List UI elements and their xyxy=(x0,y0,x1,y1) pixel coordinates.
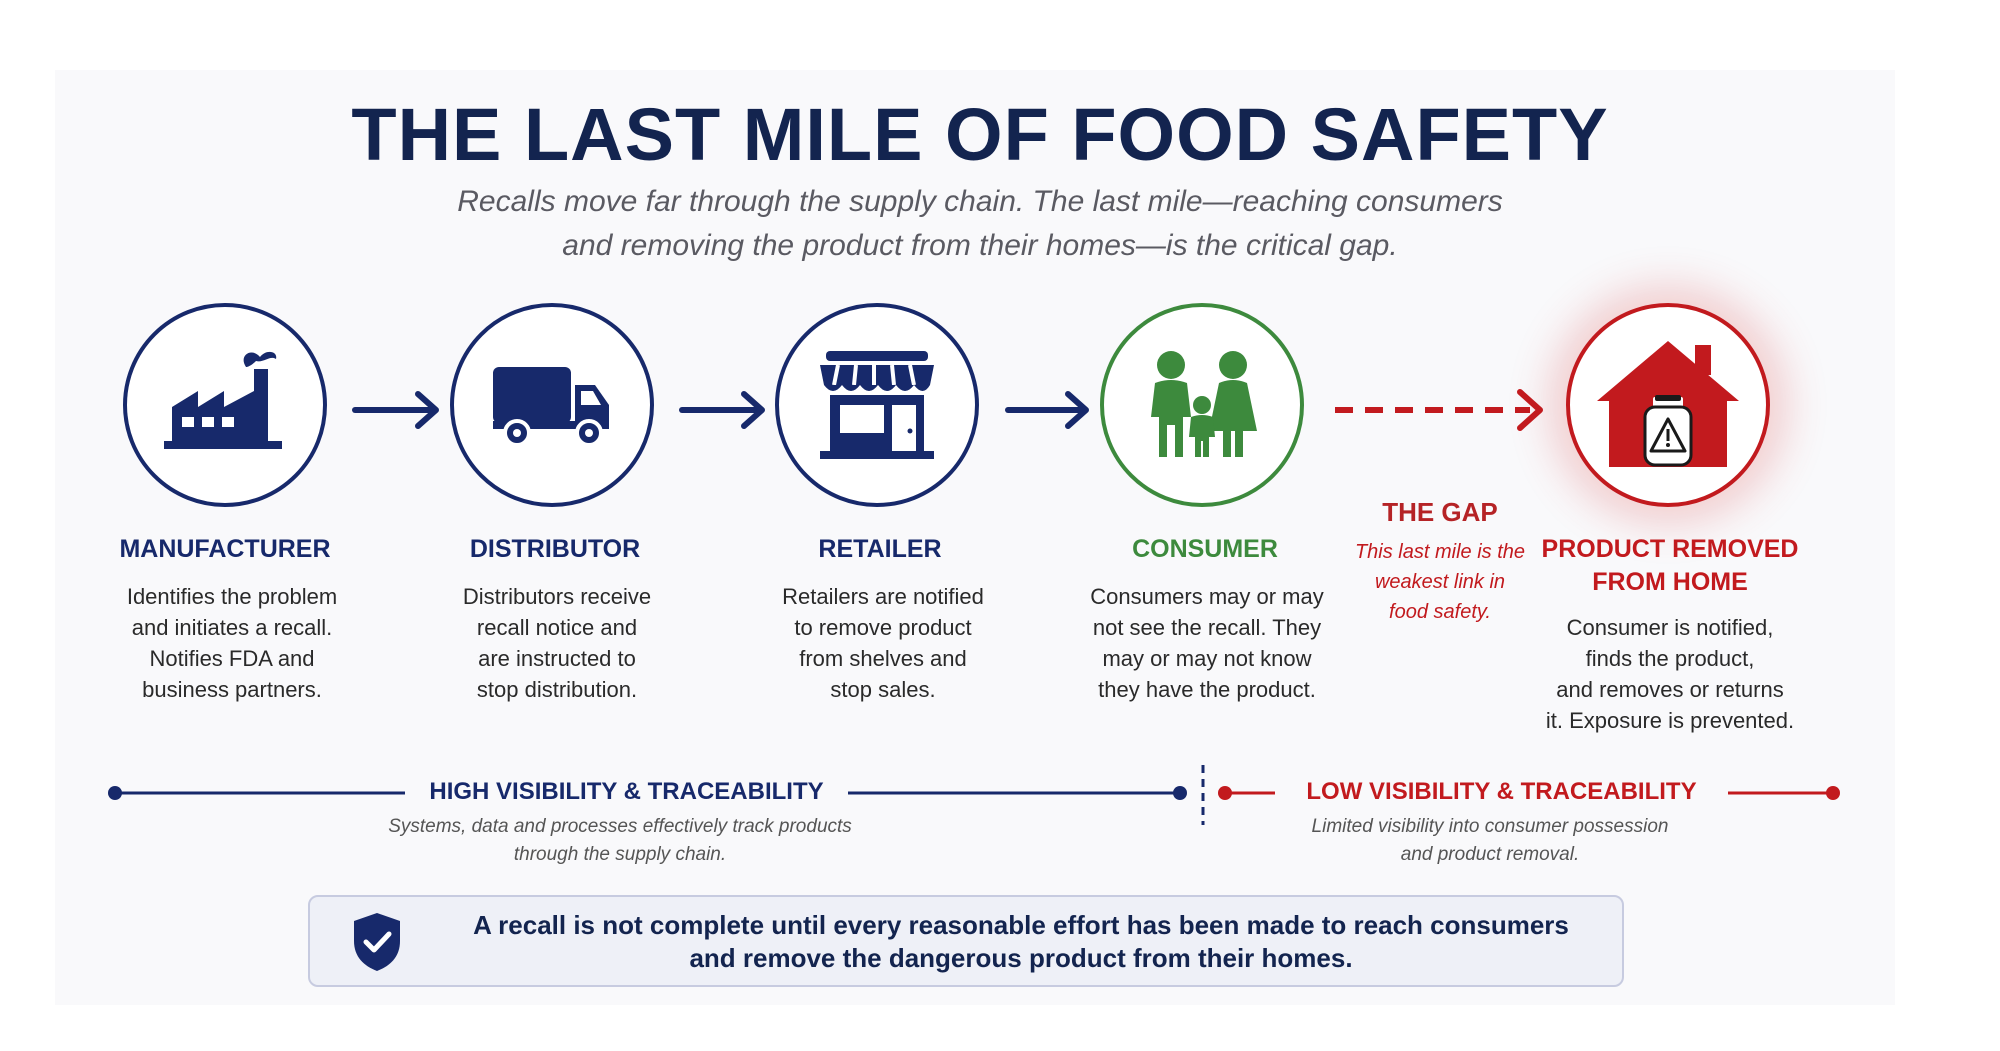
arrow-gap-dashed xyxy=(1335,389,1543,431)
band-desc-line: Limited visibility into consumer possess… xyxy=(1311,816,1669,837)
desc-line: it. Exposure is prevented. xyxy=(1545,708,1795,733)
subtitle-line: and removing the product from their home… xyxy=(562,229,1398,262)
desc-line: they have the product. xyxy=(1098,677,1316,702)
low-visibility-label: LOW VISIBILITY & TRACEABILITY xyxy=(1275,778,1728,806)
gap-line: This last mile is the xyxy=(1354,541,1526,563)
house-warning-icon xyxy=(1597,341,1739,467)
desc-line: Consumers may or may xyxy=(1090,584,1324,609)
desc-line: Distributors receive xyxy=(462,584,652,609)
desc-line: Consumer is notified, xyxy=(1566,615,1774,640)
step-title-product-removed: PRODUCT REMOVED FROM HOME xyxy=(1520,533,1820,599)
low-visibility-description: Limited visibility into consumer possess… xyxy=(1200,813,1780,869)
distributor-circle xyxy=(450,303,654,507)
desc-line: are instructed to xyxy=(478,646,636,671)
arrow-distributor-retailer xyxy=(679,391,765,429)
desc-line: Identifies the problem xyxy=(126,584,338,609)
step-desc-product-removed: Consumer is notified, finds the product,… xyxy=(1520,612,1820,736)
step-desc-distributor: Distributors receive recall notice and a… xyxy=(407,581,707,705)
high-visibility-label: HIGH VISIBILITY & TRACEABILITY xyxy=(405,778,848,806)
band-desc-line: Systems, data and processes effectively … xyxy=(388,816,852,837)
subtitle-line: Recalls move far through the supply chai… xyxy=(457,185,1503,218)
title-line: PRODUCT REMOVED xyxy=(1541,535,1799,563)
family-icon xyxy=(1151,351,1257,457)
band-desc-line: and product removal. xyxy=(1400,844,1580,865)
arrow-retailer-consumer xyxy=(1005,391,1089,429)
step-title-retailer: RETAILER xyxy=(818,535,942,563)
desc-line: stop distribution. xyxy=(476,677,638,702)
gap-title: THE GAP xyxy=(1382,497,1498,527)
desc-line: stop sales. xyxy=(830,677,936,702)
gap-line: food safety. xyxy=(1389,601,1491,623)
desc-line: from shelves and xyxy=(799,646,967,671)
title-line: FROM HOME xyxy=(1592,568,1748,596)
step-title-manufacturer: MANUFACTURER xyxy=(119,535,331,563)
step-desc-manufacturer: Identifies the problem and initiates a r… xyxy=(82,581,382,705)
gap-line: weakest link in xyxy=(1374,571,1506,593)
shield-check-icon xyxy=(354,913,400,971)
callout-line: A recall is not complete until every rea… xyxy=(473,910,1569,940)
step-title-consumer: CONSUMER xyxy=(1132,535,1278,563)
product-removed-circle xyxy=(1566,303,1770,507)
high-visibility-description: Systems, data and processes effectively … xyxy=(300,813,940,869)
callout-line: and remove the dangerous product from th… xyxy=(689,943,1353,973)
retailer-circle xyxy=(775,303,979,507)
arrow-manufacturer-distributor xyxy=(352,391,439,429)
callout-box: A recall is not complete until every rea… xyxy=(308,895,1624,987)
callout-text: A recall is not complete until every rea… xyxy=(430,909,1612,975)
background-panel xyxy=(55,70,1895,1005)
desc-line: and removes or returns xyxy=(1556,677,1784,702)
step-title-distributor: DISTRIBUTOR xyxy=(469,535,641,563)
desc-line: Notifies FDA and xyxy=(149,646,315,671)
desc-line: may or may not know xyxy=(1102,646,1312,671)
band-desc-line: through the supply chain. xyxy=(513,844,727,865)
truck-icon xyxy=(493,367,609,447)
step-desc-retailer: Retailers are notified to remove product… xyxy=(733,581,1033,705)
consumer-circle xyxy=(1100,303,1304,507)
gap-description: This last mile is the weakest link in fo… xyxy=(1325,537,1555,627)
store-icon xyxy=(820,351,934,459)
desc-line: Retailers are notified xyxy=(782,584,984,609)
desc-line: business partners. xyxy=(142,677,322,702)
step-desc-consumer: Consumers may or may not see the recall.… xyxy=(1057,581,1357,705)
page-title: THE LAST MILE OF FOOD SAFETY xyxy=(351,93,1609,176)
manufacturer-circle xyxy=(123,303,327,507)
page-subtitle: Recalls move far through the supply chai… xyxy=(300,180,1660,268)
desc-line: recall notice and xyxy=(476,615,638,640)
desc-line: finds the product, xyxy=(1585,646,1755,671)
desc-line: to remove product xyxy=(794,615,972,640)
desc-line: not see the recall. They xyxy=(1092,615,1322,640)
factory-icon xyxy=(164,351,282,449)
desc-line: and initiates a recall. xyxy=(131,615,333,640)
